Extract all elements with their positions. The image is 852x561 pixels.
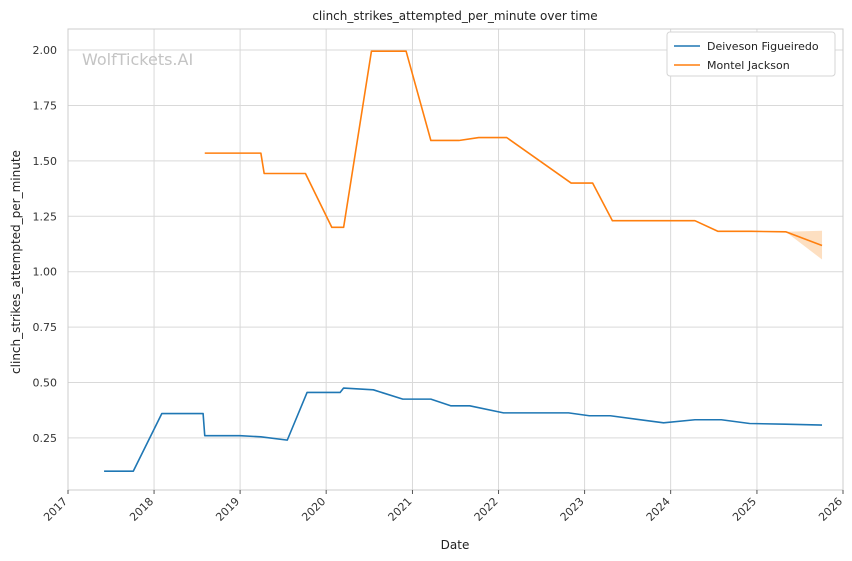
plot-frame (67, 28, 844, 491)
y-axis-title: clinch_strikes_attempted_per_minute (9, 150, 23, 374)
legend: Deiveson Figueiredo Montel Jackson (666, 31, 836, 77)
x-axis-title: Date (441, 538, 470, 552)
confidence-band-montel-jackson (785, 230, 823, 260)
chart-title: clinch_strikes_attempted_per_minute over… (312, 9, 597, 23)
legend-label-deiveson-figueiredo: Deiveson Figueiredo (707, 40, 819, 53)
series-line-deiveson-figueiredo (104, 387, 823, 472)
y-tick-label: 1.00 (33, 266, 58, 279)
confidence-bands (785, 230, 823, 260)
y-tick-label: 1.50 (33, 155, 58, 168)
y-tick-label: 2.00 (33, 44, 58, 57)
y-tick-label: 0.75 (33, 321, 58, 334)
legend-box (666, 31, 836, 77)
y-tick-labels: 0.25 0.50 0.75 1.00 1.25 1.50 1.75 2.00 (33, 44, 58, 445)
series-line-montel-jackson (204, 50, 823, 247)
y-tick-label: 1.75 (33, 99, 58, 112)
y-tick-label: 1.25 (33, 210, 58, 223)
legend-label-montel-jackson: Montel Jackson (707, 59, 790, 72)
y-tick-label: 0.50 (33, 377, 58, 390)
watermark: WolfTickets.AI (82, 50, 193, 69)
y-tick-label: 0.25 (33, 432, 58, 445)
series-lines (104, 50, 823, 472)
grid (68, 29, 843, 490)
